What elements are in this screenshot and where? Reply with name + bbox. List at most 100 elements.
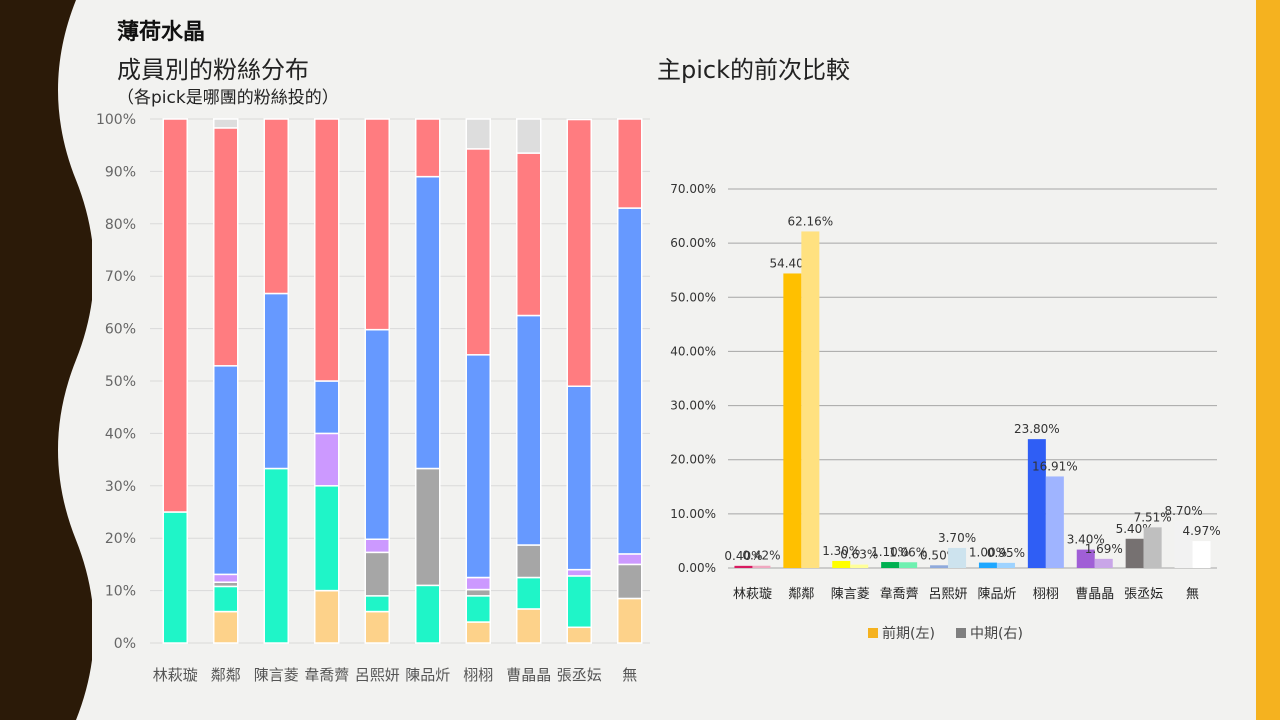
stacked-bar-segment — [465, 595, 491, 623]
data-label: 3.40% — [1067, 533, 1105, 547]
y-tick-label: 40% — [105, 426, 136, 442]
stacked-bar-segment — [415, 584, 441, 644]
stacked-bar-segment — [314, 589, 340, 644]
x-tick-label: 曹晶晶 — [506, 666, 551, 684]
stacked-bar-segment — [465, 588, 491, 597]
bar — [850, 564, 869, 568]
y-tick-label: 70.00% — [670, 182, 716, 196]
y-tick-label: 20% — [105, 531, 136, 547]
bar — [1094, 558, 1113, 568]
stacked-bar-segment — [566, 568, 592, 577]
wavy-brown-border — [0, 0, 92, 720]
data-label: 0.40% — [724, 549, 762, 563]
stacked-bar-segment — [314, 118, 340, 382]
slide-title: 薄荷水晶 — [117, 20, 206, 45]
stacked-bar-segment — [566, 626, 592, 644]
stacked-bar-chart: 0% 10% 20% 30% 40% 50% 60% 70% 80% 90% 100% 林萩璇 鄰鄰 陳言… — [96, 112, 650, 684]
accent-bar — [1256, 0, 1280, 720]
y-tick-label: 40.00% — [670, 344, 716, 358]
data-label: 0.95% — [987, 546, 1025, 560]
stacked-bar-segment — [213, 585, 239, 613]
stacked-bar-segment — [415, 175, 441, 470]
stacked-bar-segment — [364, 551, 390, 597]
data-label: 4.97% — [1182, 524, 1220, 538]
bar — [1027, 439, 1046, 568]
data-label: 16.91% — [1032, 459, 1078, 473]
stacked-bar-segment — [617, 597, 643, 644]
x-tick-label: 陳言菱 — [831, 587, 870, 602]
x-tick-label: 栩栩 — [463, 666, 493, 684]
left-chart-title: 成員別的粉絲分布 — [117, 56, 309, 84]
y-tick-label: 60.00% — [670, 236, 716, 250]
data-label: 0.63% — [840, 548, 878, 562]
data-label: 23.80% — [1014, 422, 1060, 436]
x-tick-label: 張丞妘 — [1124, 587, 1163, 602]
stacked-bar-segment — [213, 610, 239, 644]
data-label: 7.51% — [1134, 510, 1172, 524]
y-tick-label: 10.00% — [670, 507, 716, 521]
legend-swatch — [868, 628, 878, 638]
bar — [752, 565, 771, 568]
stacked-bar-segment — [465, 621, 491, 644]
stacked-bar-segment — [263, 118, 289, 295]
stacked-bar-segment — [465, 148, 491, 356]
bar — [1045, 476, 1064, 568]
x-tick-label: 鄰鄰 — [788, 587, 814, 602]
stacked-bar-segment — [364, 610, 390, 644]
x-tick-label: 林萩璇 — [733, 587, 772, 602]
stacked-bar-segment — [213, 118, 239, 129]
stacked-bar-segment — [364, 538, 390, 554]
bar — [801, 231, 820, 568]
stacked-bar-segment — [162, 118, 188, 513]
bar — [930, 565, 949, 568]
data-label: 1.06% — [889, 545, 927, 559]
x-tick-label: 陳品炘 — [977, 587, 1016, 602]
bar — [1192, 541, 1211, 568]
right-chart-title: 主pick的前次比較 — [657, 56, 850, 84]
x-tick-label: 呂熙妍 — [929, 587, 968, 602]
y-tick-label: 80% — [105, 217, 136, 233]
stacked-bar-segment — [314, 485, 340, 592]
stacked-bar-segment — [617, 118, 643, 209]
data-label: 62.16% — [787, 214, 833, 228]
y-tick-label: 20.00% — [670, 453, 716, 467]
bar — [881, 562, 900, 568]
data-label: 3.70% — [938, 531, 976, 545]
stacked-bar-segment — [566, 118, 592, 387]
x-tick-label: 陳言菱 — [254, 666, 299, 684]
bar — [734, 565, 753, 568]
data-label: 1.69% — [1085, 542, 1123, 556]
stacked-bar-segment — [263, 292, 289, 470]
data-label: 1.10% — [871, 545, 909, 559]
stacked-bar-segment — [314, 432, 340, 487]
y-tick-label: 50% — [105, 374, 136, 390]
bar — [1143, 527, 1162, 568]
x-tick-label: 無 — [1186, 587, 1199, 602]
stacked-bar-segment — [364, 595, 390, 613]
x-tick-label: 張丞妘 — [557, 666, 602, 684]
y-tick-label: 100% — [96, 112, 136, 128]
y-tick-label: 0% — [114, 636, 136, 652]
bar — [783, 273, 802, 568]
stacked-bar-segment — [263, 467, 289, 644]
stacked-bar-segment — [617, 207, 643, 555]
x-tick-label: 林萩璇 — [153, 666, 198, 684]
stacked-bar-segment — [415, 118, 441, 178]
stacked-bar-segment — [213, 365, 239, 576]
y-tick-label: 70% — [105, 269, 136, 285]
bar — [996, 562, 1015, 568]
x-tick-label: 曹晶晶 — [1075, 587, 1114, 602]
grouped-bar-chart: 0.00% 10.00% 20.00% 30.00% 40.00% 50.00% 60.00… — [670, 182, 1220, 642]
x-tick-label: 鄰鄰 — [211, 666, 241, 684]
stacked-bar-segment — [617, 563, 643, 600]
stacked-bar-segment — [162, 511, 188, 644]
stacked-bar-segment — [465, 354, 491, 579]
stacked-bar-segment — [314, 380, 340, 435]
x-tick-label: 呂熙妍 — [355, 666, 400, 684]
stacked-bar-segment — [364, 118, 390, 331]
stacked-bar-segment — [465, 576, 491, 591]
stacked-bar-segment — [566, 385, 592, 571]
data-label: 1.30% — [822, 544, 860, 558]
x-tick-label: 韋喬薺 — [304, 666, 349, 684]
stacked-bar-segment — [364, 328, 390, 540]
